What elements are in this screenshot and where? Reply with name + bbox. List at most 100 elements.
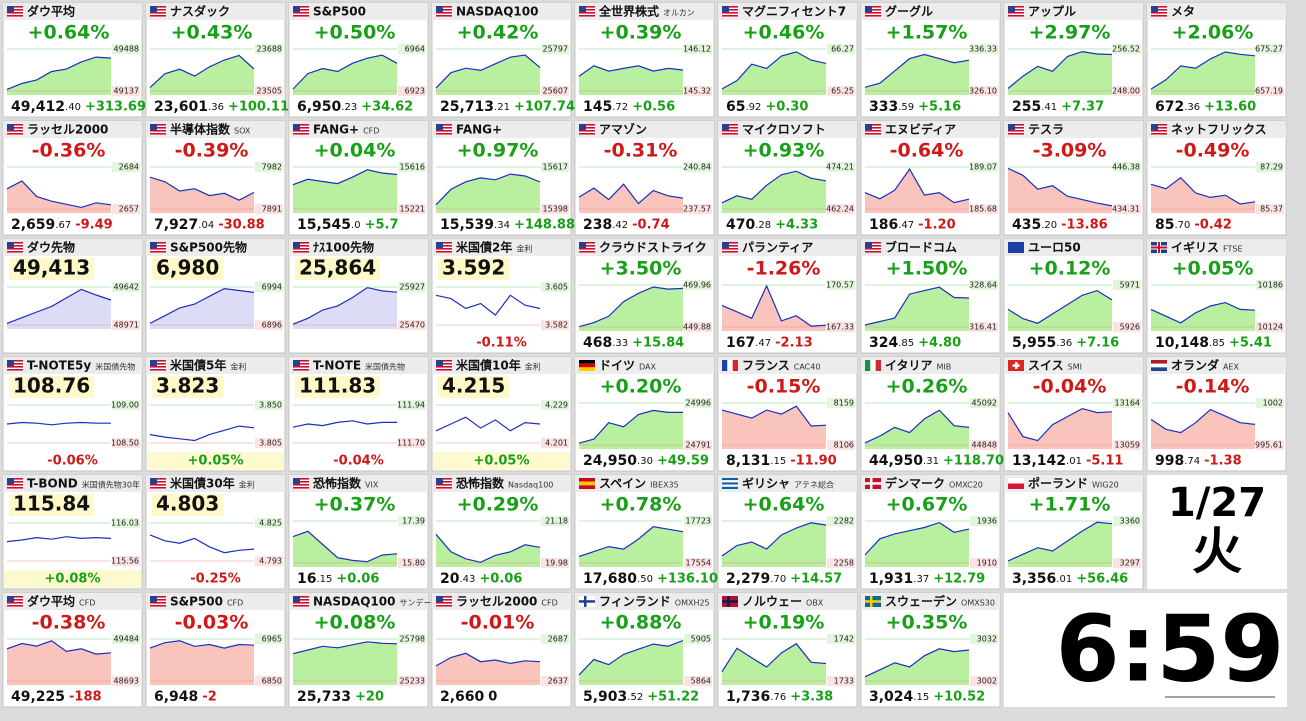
- flag: [579, 124, 595, 126]
- price-change: -2.13: [775, 336, 812, 351]
- change-percent: -0.31%: [604, 140, 678, 162]
- flag: [7, 251, 23, 253]
- price: 4.803: [156, 492, 219, 516]
- tick-bg: [112, 282, 140, 292]
- flag: [293, 6, 309, 8]
- area-fill: [865, 169, 969, 213]
- subname: CFD: [363, 127, 379, 136]
- flag: [436, 242, 452, 253]
- flag: [865, 242, 881, 253]
- tick-bg: [255, 556, 283, 566]
- area-fill: [865, 648, 969, 685]
- tick-label: 449.88: [683, 323, 711, 332]
- subname: OBX: [806, 599, 824, 608]
- price-line: [864, 409, 970, 444]
- area-fill: [722, 51, 826, 95]
- tick-bg: [684, 322, 712, 332]
- tile-header: [432, 121, 571, 138]
- price-change: -0.42: [1194, 218, 1231, 233]
- quote-tile: NASDAQ100 サンデー 25798 25233 +0.08% 25,733 +20: [288, 592, 431, 708]
- flag: [1151, 124, 1167, 135]
- tick-label: 1936: [977, 517, 997, 526]
- flag: [436, 124, 452, 126]
- price-line: [578, 639, 684, 676]
- tick-label: 24791: [686, 441, 711, 450]
- flag: [1008, 6, 1024, 8]
- flag: [722, 242, 729, 248]
- change-percent: +0.67%: [886, 494, 968, 516]
- price-change: -188: [69, 690, 102, 705]
- tile-bg: [860, 592, 1001, 708]
- flag: [865, 242, 881, 253]
- change-band: [433, 334, 570, 352]
- flag: [579, 242, 586, 248]
- name: アップル: [1028, 4, 1076, 19]
- tick-label: 3.582: [545, 321, 568, 330]
- flag: [865, 133, 881, 135]
- subname: サンデー: [399, 598, 431, 608]
- price: 6,948: [154, 689, 198, 705]
- tick-bg: [970, 558, 998, 568]
- tick-label: 248.00: [1112, 87, 1140, 96]
- change-percent: +0.93%: [743, 140, 825, 162]
- tick-bg: [1113, 558, 1141, 568]
- tick-bg: [684, 280, 712, 290]
- change-percent: +0.97%: [457, 140, 539, 162]
- flag: [436, 596, 443, 602]
- tile-header: [146, 239, 285, 256]
- flag: [722, 6, 729, 12]
- tick-bg: [112, 438, 140, 448]
- price-line: [1150, 176, 1256, 205]
- name: ダウ先物: [27, 240, 75, 255]
- tile-header: [1004, 121, 1143, 138]
- quote-tile: ﾅｽ100先物 25927 25470 25,864: [288, 238, 429, 354]
- subname: MIB: [937, 363, 952, 372]
- tick-label: 446.38: [1112, 163, 1140, 172]
- name: ノルウェー: [742, 595, 802, 609]
- tile-bg: [1003, 120, 1144, 236]
- tile-header: [3, 475, 142, 492]
- quote-tile: メタ 675.27 657.19 +2.06% 672.36 +13.60: [1146, 2, 1287, 118]
- flag: [1008, 6, 1024, 17]
- change-percent: +0.05%: [1172, 258, 1254, 280]
- tick-bg: [398, 86, 426, 96]
- flag: [865, 360, 871, 371]
- flag: [293, 360, 309, 362]
- price-highlight: [438, 258, 510, 280]
- tick-bg: [112, 676, 140, 686]
- subname: CAC40: [794, 363, 821, 372]
- price-change: -13.86: [1061, 218, 1108, 233]
- tile-header: [289, 3, 428, 20]
- price: 25,864: [299, 256, 376, 280]
- tile-header: [861, 475, 1000, 492]
- tile-header: [1004, 239, 1143, 256]
- flag: [865, 245, 881, 247]
- flag: [579, 6, 586, 12]
- flag: [293, 130, 309, 132]
- date: 1/27: [1168, 480, 1266, 526]
- tick-label: 1910: [977, 559, 997, 568]
- tick-bg: [970, 86, 998, 96]
- price-change: +100.11: [228, 100, 289, 115]
- quote-tile: 米国債2年 金利 3.605 3.582 3.592 -0.11%: [431, 238, 572, 354]
- flag: [722, 242, 738, 253]
- tick-label: 3002: [977, 677, 997, 686]
- tick-label: 469.96: [683, 281, 711, 290]
- flag: [150, 124, 166, 135]
- tile-header: [1147, 357, 1286, 374]
- price: 470.28: [726, 217, 771, 233]
- subname: OMXC20: [949, 481, 983, 490]
- flag: [436, 15, 452, 17]
- flag: [722, 130, 738, 132]
- flag: [865, 596, 881, 607]
- flag: [1008, 9, 1024, 11]
- name: 恐怖指数: [313, 476, 362, 491]
- flag: [7, 9, 23, 11]
- price-highlight: [295, 376, 381, 398]
- flag: [150, 245, 166, 247]
- price-line: [1150, 51, 1256, 90]
- quote-tile: 恐怖指数 VIX 17.39 15.80 +0.37% 16.15 +0.06: [288, 474, 429, 590]
- flag: [150, 602, 166, 604]
- tick-label: 87.29: [1260, 163, 1283, 172]
- flag: [150, 6, 166, 17]
